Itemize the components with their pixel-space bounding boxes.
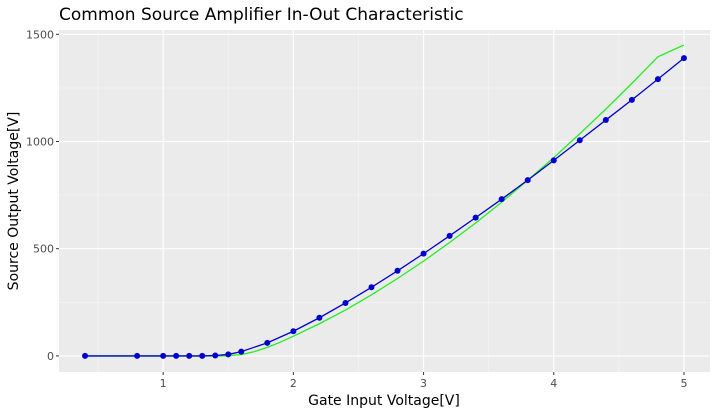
data-point	[173, 352, 180, 359]
data-point	[628, 96, 635, 103]
y-tick-label: 1500	[26, 28, 54, 41]
data-point	[290, 328, 297, 335]
data-point	[160, 352, 167, 359]
data-point	[134, 352, 141, 359]
grid-minor	[59, 30, 710, 372]
data-point	[576, 137, 583, 144]
data-point	[212, 352, 219, 359]
x-axis: 1 2 3 4 5	[160, 372, 687, 390]
y-axis-title: Source Output Voltage[V]	[6, 112, 22, 291]
y-tick-label: 500	[33, 243, 54, 256]
data-point	[498, 196, 505, 203]
data-point	[602, 117, 609, 124]
data-point	[342, 299, 349, 306]
data-point	[264, 339, 271, 346]
data-point	[394, 267, 401, 274]
x-tick-label: 3	[420, 377, 427, 390]
x-tick-label: 4	[550, 377, 557, 390]
chart-title: Common Source Amplifier In-Out Character…	[59, 5, 464, 25]
x-tick-label: 5	[680, 377, 687, 390]
data-point	[316, 314, 323, 321]
data-point	[524, 177, 531, 184]
data-point	[420, 250, 427, 257]
x-tick-label: 1	[160, 377, 167, 390]
data-point	[186, 352, 193, 359]
data-point	[225, 351, 232, 358]
data-point	[654, 76, 661, 83]
x-tick-label: 2	[290, 377, 297, 390]
data-point	[472, 214, 479, 221]
data-point	[199, 352, 206, 359]
plot-panel	[59, 30, 710, 372]
data-point	[680, 55, 687, 62]
data-point	[446, 232, 453, 239]
y-tick-label: 1000	[26, 135, 54, 148]
series-layer	[82, 44, 687, 359]
y-tick-label: 0	[47, 350, 54, 363]
data-point	[238, 348, 245, 355]
data-point	[550, 157, 557, 164]
x-axis-title: Gate Input Voltage[V]	[308, 393, 460, 409]
data-point	[368, 284, 375, 291]
y-axis: 0 500 1000 1500	[26, 28, 59, 363]
data-point	[82, 352, 89, 359]
